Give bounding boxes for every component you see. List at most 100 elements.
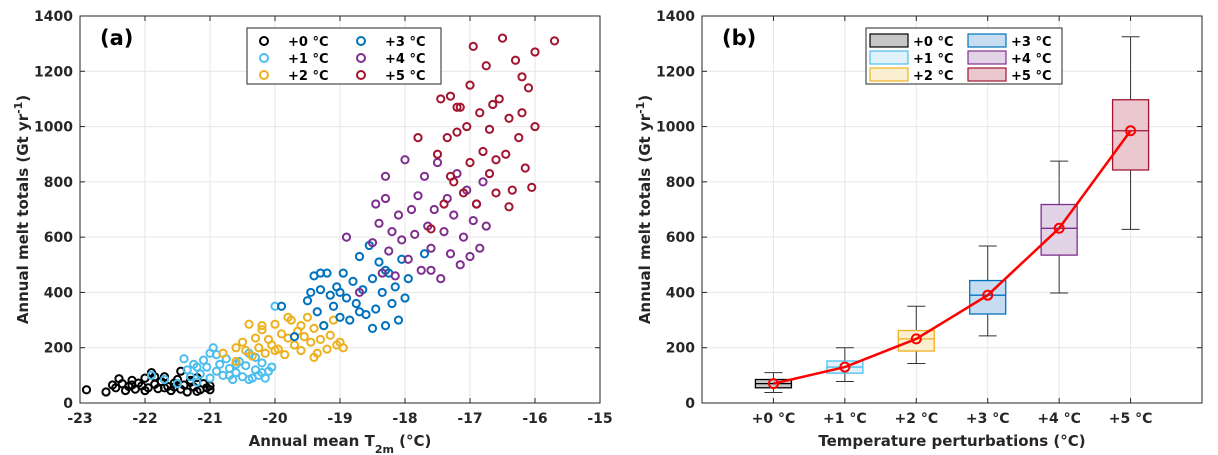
scatter-point-3-0 xyxy=(276,301,287,311)
legend-label: +4 °C xyxy=(385,52,426,67)
scatter-point-3-16 xyxy=(348,276,358,286)
scatter-point-5-37 xyxy=(445,171,456,181)
scatter-point-4-4 xyxy=(374,218,384,228)
x-axis-label-a: Annual mean T2m (°C) xyxy=(249,432,432,455)
scatter-point-2-28 xyxy=(322,344,332,354)
median-marker-0 xyxy=(767,378,779,390)
scatter-point-3-13 xyxy=(338,268,348,278)
scatter-point-1-7 xyxy=(192,377,202,387)
scatter-point-5-10 xyxy=(458,188,469,198)
scatter-point-5-38 xyxy=(517,72,527,82)
x-tick-label: -20 xyxy=(262,411,288,427)
scatter-point-1-3 xyxy=(179,354,189,364)
scatter-point-3-39 xyxy=(419,249,430,259)
scatter-point-2-34 xyxy=(309,352,319,362)
median-marker-5 xyxy=(1125,125,1137,137)
panel-label-a: (a) xyxy=(100,26,133,50)
scatter-point-5-31 xyxy=(527,182,537,192)
scatter-point-5-18 xyxy=(484,168,495,179)
scatter-point-4-1 xyxy=(354,287,365,298)
scatter-point-4-13 xyxy=(403,254,413,264)
y-tick-label: 600 xyxy=(44,230,73,246)
scatter-point-5-32 xyxy=(530,121,540,132)
scatter-point-2-29 xyxy=(325,330,335,340)
scatter-point-2-9 xyxy=(260,348,270,358)
scatter-point-2-37 xyxy=(270,345,280,356)
legend-label: +1 °C xyxy=(913,52,954,67)
scatter-point-5-23 xyxy=(501,149,511,159)
scatter-point-5-8 xyxy=(452,127,462,137)
scatter-point-4-2 xyxy=(367,238,378,248)
x-tick-label: -17 xyxy=(457,411,482,427)
scatter-point-3-18 xyxy=(354,251,365,262)
scatter-point-1-13 xyxy=(211,366,222,376)
scatter-point-4-32 xyxy=(465,251,475,262)
scatter-point-5-30 xyxy=(523,83,534,93)
scatter-point-5-3 xyxy=(436,94,446,104)
legend-label: +3 °C xyxy=(385,35,426,50)
scatter-point-5-41 xyxy=(452,102,462,112)
scatter-point-3-5 xyxy=(312,307,322,317)
scatter-point-3-12 xyxy=(335,312,345,322)
scatter-point-4-6 xyxy=(380,193,391,204)
scatter-point-1-36 xyxy=(244,374,254,385)
panel-a-scatter-chart: -23 -22 -21 -20 -19 -18 -17 -16 -15 0 200 400 600 800… xyxy=(12,9,613,455)
scatter-point-2-0 xyxy=(218,348,228,358)
box-5 xyxy=(1111,36,1150,230)
median-trend-line xyxy=(773,129,1132,385)
legend-marker xyxy=(259,36,269,46)
scatter-point-1-0 xyxy=(146,370,157,380)
scatter-point-3-2 xyxy=(302,296,313,306)
scatter-point-5-5 xyxy=(442,133,452,143)
scatter-point-5-34 xyxy=(504,202,514,212)
legend-label: +3 °C xyxy=(1011,35,1052,50)
scatter-point-4-23 xyxy=(436,274,446,284)
scatter-point-0-35 xyxy=(140,385,150,396)
scatter-point-5-17 xyxy=(481,61,491,71)
scatter-point-0-3 xyxy=(111,383,121,393)
scatter-point-4-16 xyxy=(413,191,423,201)
scatter-point-1-14 xyxy=(215,359,225,369)
scatter-point-2-33 xyxy=(338,343,348,353)
scatter-point-3-17 xyxy=(351,298,361,309)
scatter-point-2-36 xyxy=(283,312,293,322)
scatter-point-3-1 xyxy=(289,332,300,342)
scatter-point-2-35 xyxy=(296,321,306,331)
y-tick-label: 1000 xyxy=(656,120,695,136)
scatter-point-3-24 xyxy=(374,257,384,267)
legend-swatch xyxy=(869,67,909,82)
scatter-point-1-1 xyxy=(159,374,170,385)
scatter-point-1-4 xyxy=(182,365,192,375)
scatter-point-4-11 xyxy=(397,235,407,245)
y-tick-label: 400 xyxy=(44,285,73,301)
scatter-point-2-23 xyxy=(306,337,316,347)
y-tick-label: 1400 xyxy=(34,9,73,25)
scatter-point-1-39 xyxy=(257,367,267,378)
scatter-point-0-34 xyxy=(159,383,170,393)
scatter-point-0-0 xyxy=(81,385,92,395)
y-axis-label-a: Annual melt totals (Gt yr-1) xyxy=(12,95,33,324)
scatter-point-5-21 xyxy=(494,94,504,104)
scatter-point-4-20 xyxy=(426,243,436,253)
x-tick-label: +0 °C xyxy=(752,411,796,427)
scatter-point-2-21 xyxy=(299,332,309,342)
scatter-point-5-35 xyxy=(484,124,495,134)
scatter-point-2-15 xyxy=(280,350,290,360)
scatter-point-2-6 xyxy=(250,333,261,343)
legend-label: +2 °C xyxy=(913,69,954,84)
y-tick-label: 800 xyxy=(44,175,73,191)
scatter-point-3-32 xyxy=(400,293,410,303)
legend-a: +0 °C +1 °C +2 °C +3 °C +4 °C +5 °C xyxy=(246,27,442,85)
scatter-point-4-14 xyxy=(406,204,417,215)
scatter-point-3-7 xyxy=(319,321,329,331)
scatter-point-4-39 xyxy=(380,171,391,181)
scatter-point-1-30 xyxy=(267,362,277,372)
scatter-point-5-11 xyxy=(462,121,472,132)
y-tick-label: 1200 xyxy=(34,64,73,80)
panel-label-b: (b) xyxy=(722,26,756,50)
legend-marker xyxy=(259,70,269,80)
scatter-point-2-24 xyxy=(309,323,319,333)
scatter-point-4-37 xyxy=(481,221,491,231)
scatter-point-3-26 xyxy=(380,321,391,331)
